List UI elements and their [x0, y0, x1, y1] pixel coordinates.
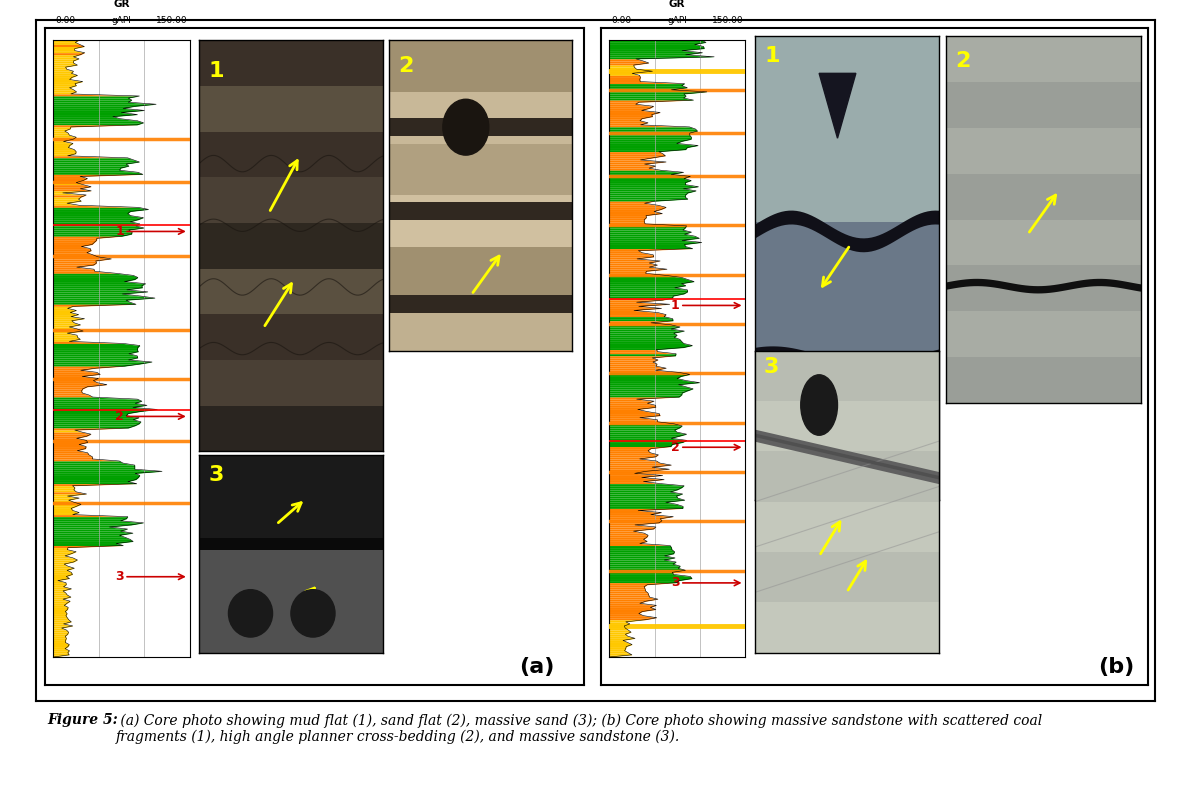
Text: (a) Core photo showing mud flat (1), sand flat (2), massive sand (3); (b) Core p: (a) Core photo showing mud flat (1), san…	[116, 713, 1043, 745]
Text: 2: 2	[115, 410, 124, 423]
Text: 2: 2	[671, 441, 680, 454]
Circle shape	[229, 590, 273, 637]
Text: 3: 3	[209, 465, 224, 485]
Text: 150.00: 150.00	[156, 16, 187, 25]
Text: 1: 1	[764, 45, 780, 65]
Ellipse shape	[443, 99, 488, 155]
Text: 1: 1	[671, 299, 680, 312]
Text: GR: GR	[670, 0, 685, 10]
Text: 3: 3	[764, 357, 780, 376]
Text: 1: 1	[115, 225, 124, 238]
Text: (b): (b)	[1097, 657, 1134, 677]
Text: 150.00: 150.00	[712, 16, 743, 25]
Text: 0.00: 0.00	[611, 16, 632, 25]
Circle shape	[801, 375, 838, 435]
Text: 2: 2	[955, 51, 971, 71]
Text: 2: 2	[398, 56, 414, 76]
Polygon shape	[819, 73, 856, 139]
Text: 1: 1	[209, 61, 224, 81]
Text: (a): (a)	[519, 657, 555, 677]
Circle shape	[292, 590, 335, 637]
Text: 0.00: 0.00	[56, 16, 76, 25]
Text: gAPI: gAPI	[111, 16, 132, 25]
Text: Figure 5:: Figure 5:	[47, 713, 118, 727]
Text: GR: GR	[114, 0, 129, 10]
Text: 3: 3	[115, 570, 123, 584]
Text: gAPI: gAPI	[667, 16, 687, 25]
Text: 3: 3	[671, 576, 679, 589]
